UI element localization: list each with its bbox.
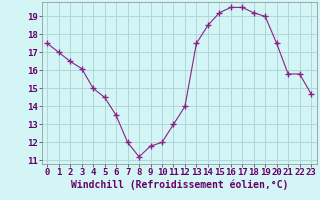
X-axis label: Windchill (Refroidissement éolien,°C): Windchill (Refroidissement éolien,°C) bbox=[70, 180, 288, 190]
